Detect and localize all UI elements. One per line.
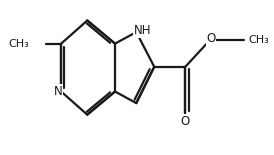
Text: NH: NH [133, 24, 151, 37]
Text: O: O [181, 115, 190, 128]
Text: O: O [207, 32, 216, 45]
Text: CH₃: CH₃ [248, 35, 269, 45]
Text: N: N [53, 85, 62, 98]
Text: CH₃: CH₃ [8, 39, 29, 49]
